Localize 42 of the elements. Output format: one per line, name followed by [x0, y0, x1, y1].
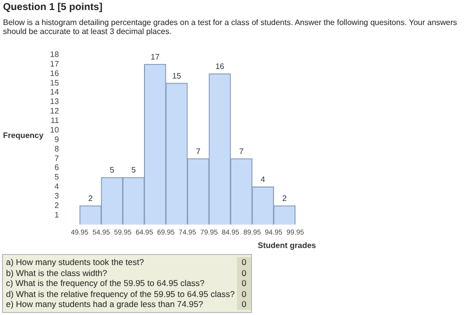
y-tick-label: 14: [50, 88, 60, 97]
data-label: 4: [260, 175, 266, 184]
answer-field: 0: [237, 278, 251, 288]
text: b) What is the class width?: [5, 268, 108, 278]
answer-field: 0: [237, 288, 251, 299]
data-label: 7: [239, 146, 244, 156]
y-tick-label: 8: [54, 144, 60, 154]
y-tick-label: 9: [54, 134, 60, 144]
data-label: 5: [131, 166, 136, 175]
x-axis-title: Student grades: [258, 240, 317, 250]
data-label: 16: [215, 62, 225, 71]
y-tick-label: 4: [54, 182, 60, 192]
y-axis-title: Frequency: [3, 130, 44, 140]
answer-field: 0: [237, 268, 251, 278]
y-tick-label: 7: [54, 154, 60, 163]
y-tick-label: 2: [54, 200, 60, 210]
text: a) How many students took the test?: [5, 257, 145, 268]
y-tick-label: 11: [50, 116, 60, 126]
y-tick-label: 10: [50, 125, 60, 134]
data-label: 7: [196, 146, 201, 156]
answer-field: 0: [237, 299, 251, 310]
y-tick-label: 13: [50, 97, 60, 106]
y-tick-label: 6: [54, 163, 60, 172]
answer-field: 0: [237, 257, 251, 268]
data-label: 2: [282, 194, 288, 203]
y-tick-label: 1: [54, 210, 60, 220]
data-label: 2: [88, 194, 94, 203]
data-label: 17: [150, 52, 160, 62]
data-label: 5: [110, 166, 115, 175]
y-tick-label: 17: [50, 59, 60, 68]
y-tick-label: 12: [50, 106, 60, 116]
y-tick-label: 3: [54, 192, 60, 201]
y-tick-label: 18: [50, 50, 60, 60]
data-label: 15: [172, 71, 182, 80]
text: c) What is the frequency of the 59.95 to 64.95 class?: [5, 278, 206, 288]
text: e) How many students had a grade less than 74.95?: [5, 299, 204, 310]
y-tick-label: 5: [54, 172, 60, 182]
y-tick-label: 16: [50, 68, 60, 78]
y-tick-label: 15: [50, 78, 60, 88]
chart-subtitle: Below is a histogram detailing percentage grades on a test for a class of students. Answer the following quesitons. Your answers should be accurate to at least 3 decimal places.: [3, 18, 458, 36]
text: d) What is the relative frequency of the 59.95 to 64.95 class?: [5, 288, 236, 299]
chart-title: Question 1 [5 points]: [3, 2, 102, 13]
